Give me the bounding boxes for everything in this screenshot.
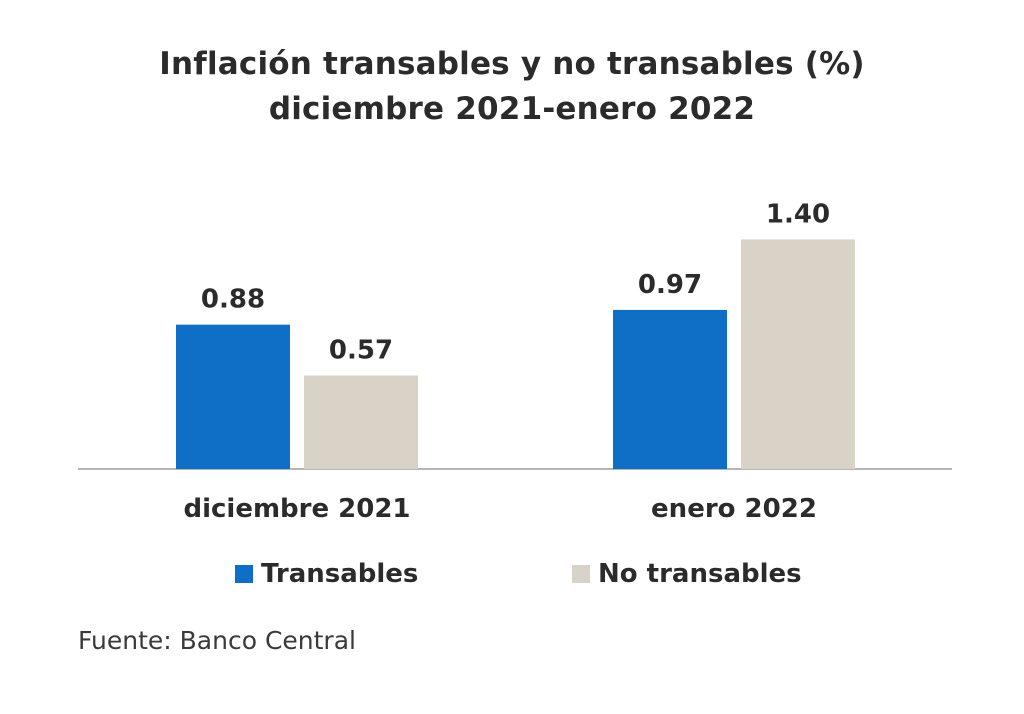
source-note: Fuente: Banco Central xyxy=(78,626,356,655)
data-label-no-transables-0: 0.57 xyxy=(329,336,393,366)
x-tick-label-1: enero 2022 xyxy=(651,494,817,524)
bar-no-transables-0 xyxy=(304,375,418,469)
data-label-transables-0: 0.88 xyxy=(201,285,265,315)
bar-transables-0 xyxy=(176,324,290,469)
legend-label-transables: Transables xyxy=(261,559,419,589)
legend-swatch-no-transables xyxy=(572,565,590,583)
legend-item-transables: Transables xyxy=(235,559,418,589)
bar-transables-1 xyxy=(613,309,727,469)
legend-swatch-transables xyxy=(235,565,253,583)
legend-item-no-transables: No transables xyxy=(572,559,802,589)
data-label-transables-1: 0.97 xyxy=(638,270,702,300)
chart-title: Inflación transables y no transables (%) xyxy=(159,46,865,82)
legend-label-no-transables: No transables xyxy=(598,559,802,589)
data-label-no-transables-1: 1.40 xyxy=(766,199,830,229)
bar-no-transables-1 xyxy=(741,239,855,469)
chart-subtitle: diciembre 2021-enero 2022 xyxy=(268,91,756,127)
x-tick-label-0: diciembre 2021 xyxy=(183,494,410,524)
